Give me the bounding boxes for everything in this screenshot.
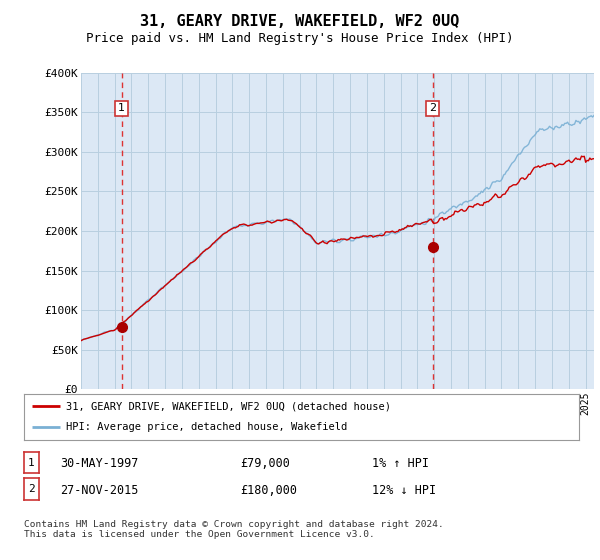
- Text: 1: 1: [28, 458, 35, 468]
- Text: 12% ↓ HPI: 12% ↓ HPI: [372, 483, 436, 497]
- Text: 31, GEARY DRIVE, WAKEFIELD, WF2 0UQ: 31, GEARY DRIVE, WAKEFIELD, WF2 0UQ: [140, 14, 460, 29]
- Text: Price paid vs. HM Land Registry's House Price Index (HPI): Price paid vs. HM Land Registry's House …: [86, 32, 514, 45]
- Text: 1% ↑ HPI: 1% ↑ HPI: [372, 457, 429, 470]
- Text: HPI: Average price, detached house, Wakefield: HPI: Average price, detached house, Wake…: [65, 422, 347, 432]
- Text: 2: 2: [28, 484, 35, 494]
- Text: 30-MAY-1997: 30-MAY-1997: [60, 457, 139, 470]
- Text: £79,000: £79,000: [240, 457, 290, 470]
- Text: 1: 1: [118, 104, 125, 113]
- Text: 2: 2: [429, 104, 436, 113]
- Text: £180,000: £180,000: [240, 483, 297, 497]
- Text: Contains HM Land Registry data © Crown copyright and database right 2024.
This d: Contains HM Land Registry data © Crown c…: [24, 520, 444, 539]
- Text: 27-NOV-2015: 27-NOV-2015: [60, 483, 139, 497]
- Text: 31, GEARY DRIVE, WAKEFIELD, WF2 0UQ (detached house): 31, GEARY DRIVE, WAKEFIELD, WF2 0UQ (det…: [65, 401, 391, 411]
